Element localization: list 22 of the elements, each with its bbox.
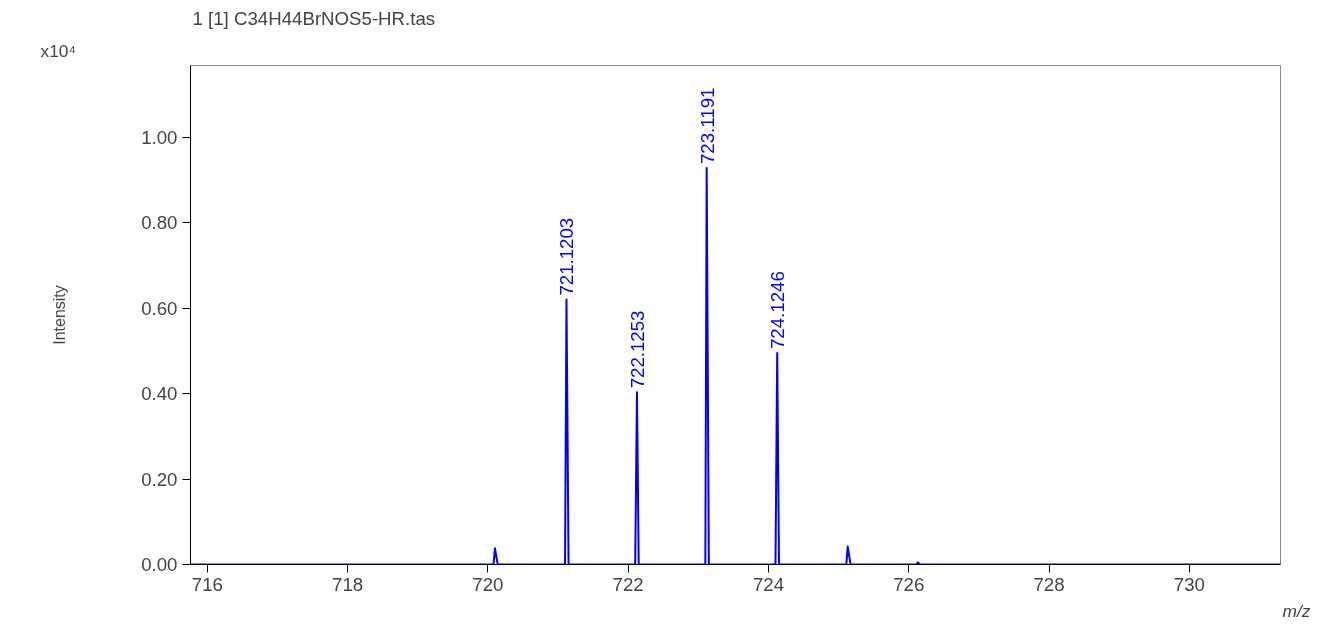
text: x10⁴ [40, 40, 76, 61]
x-tick-label: 718 [332, 573, 364, 595]
annotation: 723.1191 [696, 87, 718, 165]
y-axis-title: Intensity [51, 285, 69, 345]
x-tick-label: 716 [191, 573, 223, 595]
annotation: 721.1203 [556, 217, 578, 296]
x-tick-label: 726 [893, 573, 925, 595]
y-tick-label: 0.80 [141, 212, 178, 234]
annotation: 724.1246 [767, 271, 789, 350]
annotation: 722.1253 [626, 310, 648, 389]
x-tick-label: 722 [612, 573, 644, 595]
x-tick-label: 720 [472, 573, 504, 595]
x-tick-label: 730 [1173, 573, 1205, 595]
y-tick-label: 0.60 [141, 297, 178, 319]
chart-title: 1 [1] C34H44BrNOS5-HR.tas [192, 7, 436, 29]
x-tick-label: 724 [752, 573, 785, 595]
y-tick-label: 1.00 [141, 126, 178, 148]
x-axis-title: m/z [1282, 600, 1311, 621]
x-tick-label: 728 [1033, 573, 1065, 595]
y-tick-label: 0.20 [141, 468, 178, 490]
y-tick-label: 0.40 [141, 383, 178, 405]
y-tick-label: 0.00 [141, 554, 178, 575]
